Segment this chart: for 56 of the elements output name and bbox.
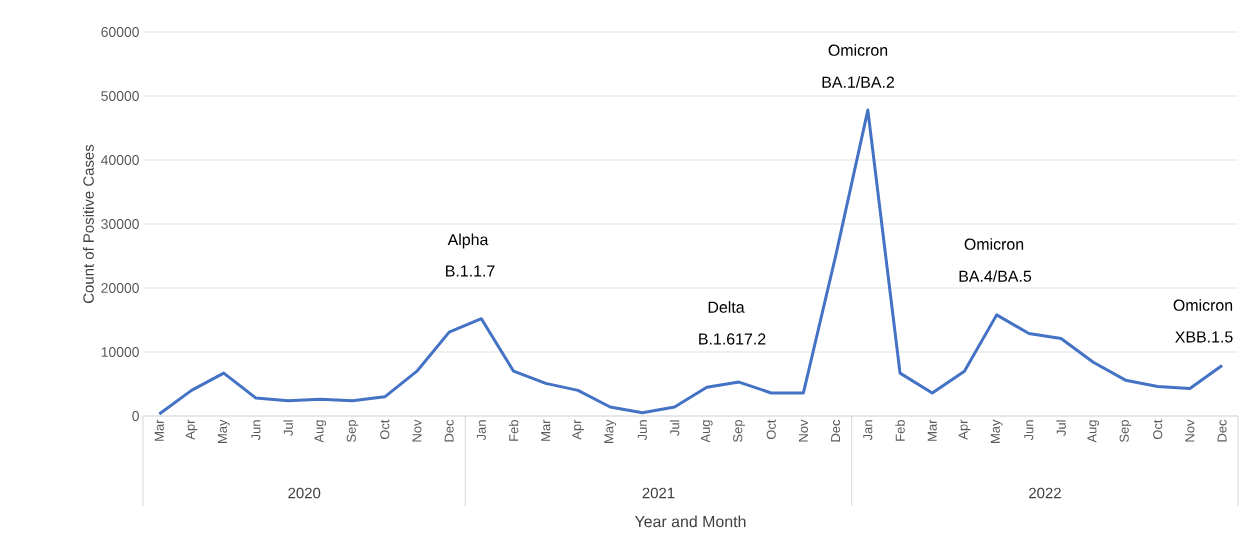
x-tick-label: Aug [701,420,713,443]
text: 2022 [1029,487,1061,499]
annotation: Omicron [964,238,1024,250]
text: 2020 [288,487,321,499]
x-tick-label: Jun [1024,420,1034,441]
x-tick-label: Jul [1056,420,1066,436]
y-tick-label: 20000 [101,283,139,293]
y-tick-label: 0 [132,411,139,421]
x-tick-label: Jun [251,420,261,441]
x-tick-label: Sep [346,420,359,442]
x-tick-label: Nov [798,419,808,442]
y-tick-label: 40000 [101,155,139,165]
x-tick-label: Apr [185,419,198,440]
annotation: Alpha [447,233,489,249]
annotation: B.1.617.2 [699,333,766,345]
x-tick-label: Oct [380,419,390,440]
annotation: BA.4/BA.5 [959,270,1032,282]
x-tick-label: Feb [508,420,519,441]
x-tick-label: Jul [283,420,293,436]
x-tick-label: Oct [766,419,776,440]
x-tick-label: Jul [669,420,680,436]
text: 2021 [642,487,675,499]
y-tick-label: 10000 [101,347,139,357]
annotation: Omicron [1173,299,1233,311]
annotation: Omicron [828,44,888,56]
x-tick-label: Apr [572,419,584,440]
y-tick-label: 60000 [101,27,139,37]
x-tick-label: Dec [444,419,454,442]
y-tick-label: 50000 [101,91,139,101]
x-tick-label: Jan [863,420,873,441]
x-tick-label: Sep [733,420,745,442]
x-axis-title: Year and Month [634,515,746,528]
x-tick-label: Apr [958,419,971,440]
x-tick-label: Jan [476,420,486,441]
x-tick-label: Aug [314,420,327,443]
y-axis-title: Count of Positive Cases [82,144,94,303]
x-tick-label: May [217,419,230,443]
y-tick-label: 30000 [101,219,139,229]
x-tick-label: Nov [412,419,422,442]
x-tick-label: Oct [1153,419,1163,440]
annotation: BA.1/BA.2 [822,76,894,88]
x-tick-label: Mar [927,419,937,441]
annotation: Delta [708,301,745,313]
x-tick-label: Dec [1217,419,1227,442]
x-tick-label: Dec [831,419,841,442]
x-tick-label: Aug [1087,420,1100,443]
x-tick-label: Mar [154,419,164,441]
x-tick-label: May [604,419,616,443]
x-tick-label: Jun [637,420,647,441]
x-tick-label: Mar [541,419,551,441]
x-tick-label: Feb [895,420,905,441]
x-tick-label: Sep [1119,420,1132,442]
annotation: XBB.1.5 [1175,331,1233,343]
x-tick-label: Nov [1185,419,1195,442]
annotation: B.1.1.7 [446,265,495,277]
x-tick-label: May [990,419,1003,443]
